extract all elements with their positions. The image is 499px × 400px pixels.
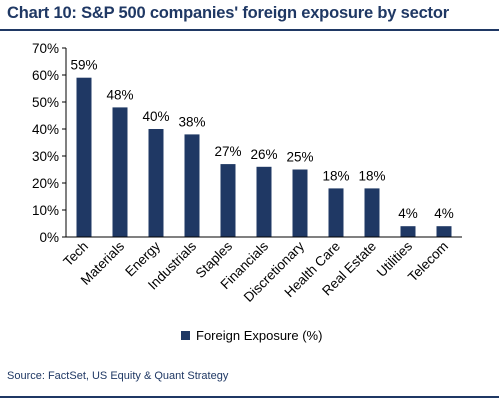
legend-swatch bbox=[181, 331, 190, 340]
data-label: 25% bbox=[286, 150, 313, 165]
y-tick-label: 70% bbox=[32, 41, 59, 56]
data-label: 59% bbox=[70, 58, 97, 73]
bottom-divider bbox=[0, 396, 499, 398]
bar-discretionary bbox=[292, 169, 308, 237]
bar-industrials bbox=[184, 134, 200, 237]
bar-utilities bbox=[400, 226, 416, 237]
y-axis: 0% 10% 20% 30% 40% 50% 60% 70% bbox=[32, 41, 67, 245]
y-tick-label: 60% bbox=[32, 68, 59, 83]
data-label: 26% bbox=[250, 147, 277, 162]
x-axis: TechMaterialsEnergyIndustrialsStaplesFin… bbox=[60, 236, 462, 305]
bar-materials bbox=[112, 107, 128, 238]
bar-chart: 0% 10% 20% 30% 40% 50% 60% 70% 59% 48% 40% 38% 27% 2… bbox=[32, 41, 462, 343]
chart-title: Chart 10: S&P 500 companies' foreign exp… bbox=[7, 4, 449, 22]
x-tick-label: Telecom bbox=[405, 239, 451, 285]
source-note: Source: FactSet, US Equity & Quant Strat… bbox=[7, 370, 229, 382]
y-tick-label: 30% bbox=[32, 149, 59, 164]
data-label: 40% bbox=[142, 109, 169, 124]
title-divider bbox=[0, 29, 499, 31]
bar-financials bbox=[256, 166, 272, 237]
bar-tech bbox=[76, 77, 92, 237]
data-label: 18% bbox=[322, 168, 349, 183]
y-tick-label: 20% bbox=[32, 176, 59, 191]
data-labels: 59% 48% 40% 38% 27% 26% 25% 18% 18% 4% 4% bbox=[70, 58, 453, 222]
data-label: 38% bbox=[178, 114, 205, 129]
legend-label: Foreign Exposure (%) bbox=[196, 328, 322, 343]
y-tick-label: 10% bbox=[32, 203, 59, 218]
bar-staples bbox=[220, 164, 236, 237]
bar-health-care bbox=[328, 188, 344, 237]
bar-real-estate bbox=[364, 188, 380, 237]
data-label: 18% bbox=[358, 168, 385, 183]
y-tick-label: 50% bbox=[32, 95, 59, 110]
data-label: 48% bbox=[106, 87, 133, 102]
bar-energy bbox=[148, 129, 164, 237]
legend: Foreign Exposure (%) bbox=[181, 328, 322, 343]
bar-telecom bbox=[436, 226, 452, 237]
y-tick-label: 40% bbox=[32, 122, 59, 137]
x-tick-label: Tech bbox=[60, 239, 91, 270]
bars bbox=[76, 77, 452, 238]
data-label: 27% bbox=[214, 144, 241, 159]
data-label: 4% bbox=[398, 206, 418, 221]
data-label: 4% bbox=[434, 206, 454, 221]
y-tick-label: 0% bbox=[39, 230, 59, 245]
